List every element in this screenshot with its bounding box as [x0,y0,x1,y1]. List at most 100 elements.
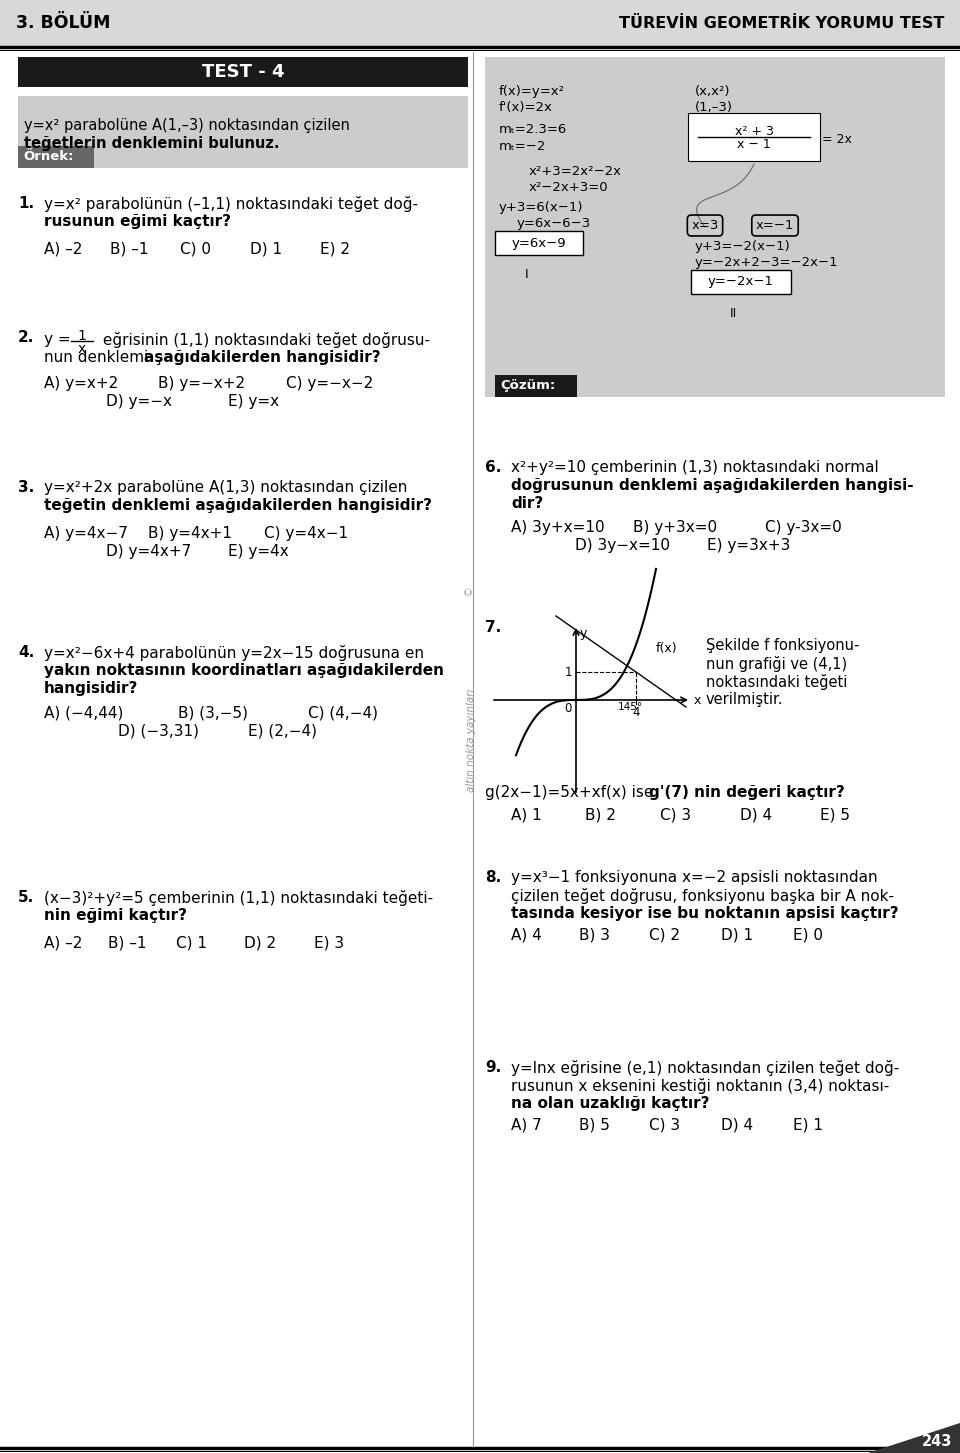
Text: y=lnx eğrisine (e,1) noktasından çizilen teğet doğ-: y=lnx eğrisine (e,1) noktasından çizilen… [511,1061,900,1077]
Text: B) 5: B) 5 [579,1117,610,1133]
Text: 1: 1 [564,665,572,679]
Text: B) –1: B) –1 [108,936,147,952]
Text: D) 4: D) 4 [740,806,772,822]
Text: C) y=4x−1: C) y=4x−1 [264,526,348,541]
Text: 3.: 3. [18,479,35,495]
Text: tasında kesiyor ise bu noktanın apsisi kaçtır?: tasında kesiyor ise bu noktanın apsisi k… [511,907,899,921]
Text: x²−2x+3=0: x²−2x+3=0 [529,182,609,195]
Text: E) 1: E) 1 [793,1117,823,1133]
Text: 0: 0 [564,702,572,715]
Text: E) 3: E) 3 [314,936,344,952]
Text: y=x²−6x+4 parabolünün y=2x−15 doğrusuna en: y=x²−6x+4 parabolünün y=2x−15 doğrusuna … [44,645,424,661]
Text: A) 4: A) 4 [511,928,541,943]
Text: II: II [730,307,736,320]
Text: D) y=4x+7: D) y=4x+7 [106,543,191,559]
Text: (x−3)²+y²=5 çemberinin (1,1) noktasındaki teğeti-: (x−3)²+y²=5 çemberinin (1,1) noktasındak… [44,891,433,907]
Text: y =: y = [44,331,71,347]
Text: g(2x−1)=5x+xf(x) ise: g(2x−1)=5x+xf(x) ise [485,785,659,801]
Text: f'(x)=2x: f'(x)=2x [499,102,553,113]
Text: 145°: 145° [618,702,643,712]
Text: 4: 4 [633,706,639,719]
Text: E) 5: E) 5 [820,806,850,822]
Text: y=6x−9: y=6x−9 [512,237,566,250]
Text: y=−2x+2−3=−2x−1: y=−2x+2−3=−2x−1 [695,256,839,269]
Text: teğetlerin denklemini bulunuz.: teğetlerin denklemini bulunuz. [24,137,279,151]
Text: 1.: 1. [18,196,35,211]
Text: 4.: 4. [18,645,35,660]
Text: nun denklemi: nun denklemi [44,350,154,365]
Text: 6.: 6. [485,461,501,475]
Text: f(x): f(x) [656,642,678,655]
Text: C) y=−x−2: C) y=−x−2 [286,376,373,391]
Text: ©: © [464,584,474,596]
Text: doğrusunun denklemi aşağıdakilerden hangisi-: doğrusunun denklemi aşağıdakilerden hang… [511,478,914,493]
Text: y=x³−1 fonksiyonuna x=−2 apsisli noktasından: y=x³−1 fonksiyonuna x=−2 apsisli noktası… [511,870,877,885]
Text: y=−2x−1: y=−2x−1 [708,276,774,289]
Text: 2.: 2. [18,330,35,344]
Text: 1: 1 [78,328,86,343]
Text: E) 0: E) 0 [793,928,823,943]
Text: y=x² parabolüne A(1,–3) noktasından çizilen: y=x² parabolüne A(1,–3) noktasından çizi… [24,118,349,134]
Text: Çözüm:: Çözüm: [500,379,555,392]
Text: (x,x²): (x,x²) [695,84,731,97]
FancyBboxPatch shape [495,231,583,254]
Text: hangisidir?: hangisidir? [44,681,138,696]
Text: A) 7: A) 7 [511,1117,541,1133]
Text: D) 2: D) 2 [244,936,276,952]
Text: Şekilde f fonksiyonu-: Şekilde f fonksiyonu- [706,638,859,652]
Text: A) (−4,44): A) (−4,44) [44,705,124,721]
Text: I: I [525,267,529,280]
Text: mₜ=−2: mₜ=−2 [499,139,546,153]
Bar [18,57,468,87]
Text: Örnek:: Örnek: [23,151,74,164]
Text: altın nokta yayınları: altın nokta yayınları [466,689,476,792]
Text: 5.: 5. [18,891,35,905]
Text: x²+y²=10 çemberinin (1,3) noktasındaki normal: x²+y²=10 çemberinin (1,3) noktasındaki n… [511,461,878,475]
Text: x²+3=2x²−2x: x²+3=2x²−2x [529,166,622,179]
Text: x: x [694,693,702,706]
Bar [495,375,577,397]
Bar [18,145,94,169]
Text: na olan uzaklığı kaçtır?: na olan uzaklığı kaçtır? [511,1096,709,1112]
Text: A) 1: A) 1 [511,806,541,822]
Text: y+3=−2(x−1): y+3=−2(x−1) [695,240,791,253]
Text: B) y=4x+1: B) y=4x+1 [148,526,232,541]
Text: A) 3y+x=10: A) 3y+x=10 [511,520,605,535]
Text: x² + 3: x² + 3 [734,125,774,138]
Text: rusunun eğimi kaçtır?: rusunun eğimi kaçtır? [44,214,231,230]
Text: x − 1: x − 1 [737,138,771,151]
Text: y+3=6(x−1): y+3=6(x−1) [499,201,584,214]
Text: x=−1: x=−1 [756,219,794,232]
Text: x: x [78,341,86,356]
Text: TÜREVİN GEOMETRİK YORUMU TEST: TÜREVİN GEOMETRİK YORUMU TEST [618,16,944,31]
Text: çizilen teğet doğrusu, fonksiyonu başka bir A nok-: çizilen teğet doğrusu, fonksiyonu başka … [511,888,894,904]
Text: 8.: 8. [485,870,501,885]
Text: B) (3,−5): B) (3,−5) [178,705,248,721]
Text: E) y=4x: E) y=4x [228,543,289,559]
Text: A) y=4x−7: A) y=4x−7 [44,526,128,541]
Text: nin eğimi kaçtır?: nin eğimi kaçtır? [44,908,187,923]
Text: nun grafiği ve (4,1): nun grafiği ve (4,1) [706,655,847,671]
Text: A) –2: A) –2 [44,243,83,257]
Text: C) 1: C) 1 [176,936,207,952]
Text: = 2x: = 2x [822,134,852,145]
Text: D) 3y−x=10: D) 3y−x=10 [575,538,670,554]
Polygon shape [868,1422,960,1453]
Text: g'(7) nin değeri kaçtır?: g'(7) nin değeri kaçtır? [649,785,845,801]
Text: x=3: x=3 [691,219,719,232]
Text: aşağıdakilerden hangisidir?: aşağıdakilerden hangisidir? [144,350,380,365]
Text: C) y-3x=0: C) y-3x=0 [765,520,842,535]
Text: E) (2,−4): E) (2,−4) [248,724,317,738]
Text: rusunun x eksenini kestiği noktanın (3,4) noktası-: rusunun x eksenini kestiği noktanın (3,4… [511,1078,889,1094]
FancyBboxPatch shape [691,270,791,294]
Text: (1,–3): (1,–3) [695,102,733,113]
Text: D) 4: D) 4 [721,1117,754,1133]
Text: noktasındaki teğeti: noktasındaki teğeti [706,674,848,690]
Text: A) y=x+2: A) y=x+2 [44,376,118,391]
Text: B) 2: B) 2 [585,806,616,822]
Text: C) 3: C) 3 [660,806,691,822]
Text: A) –2: A) –2 [44,936,83,952]
Text: E) y=x: E) y=x [228,394,279,408]
Text: 9.: 9. [485,1061,501,1075]
Text: y=6x−6−3: y=6x−6−3 [517,216,591,230]
